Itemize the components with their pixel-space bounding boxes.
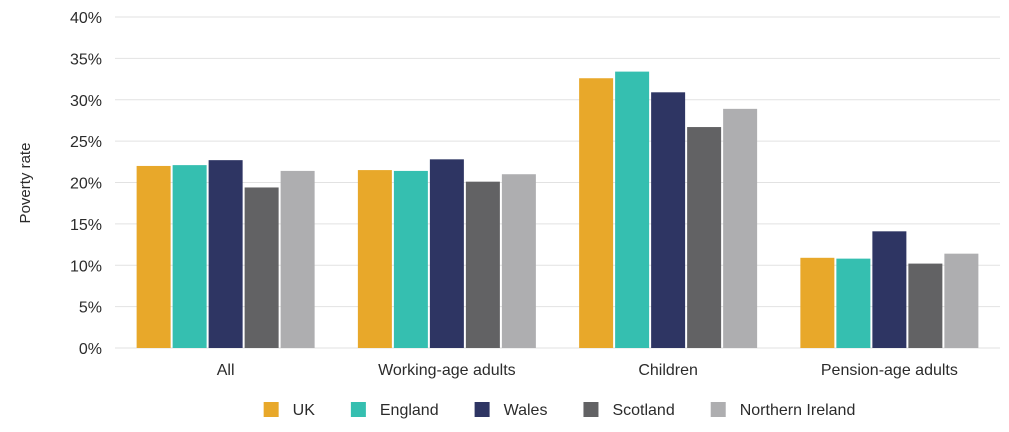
- bar: [615, 71, 650, 349]
- legend: UK England Wales Scotland Northern Ireland: [263, 402, 856, 419]
- y-tick-label: 5%: [79, 300, 102, 317]
- x-axis-categories: All Working-age adults Children Pension-age…: [217, 362, 958, 379]
- x-category-label: Pension-age adults: [821, 362, 958, 379]
- y-tick-label: 15%: [70, 217, 102, 234]
- legend-swatch: [710, 402, 726, 417]
- x-category-label: Working-age adults: [378, 362, 516, 379]
- bar: [172, 165, 207, 348]
- legend-label: UK: [293, 402, 316, 419]
- bar: [136, 165, 171, 348]
- legend-label: Wales: [504, 402, 548, 419]
- bar: [393, 170, 428, 348]
- bar: [723, 108, 758, 348]
- legend-label: England: [380, 402, 439, 419]
- y-tick-label: 20%: [70, 176, 102, 193]
- bar: [651, 92, 686, 349]
- y-tick-label: 25%: [70, 134, 102, 151]
- legend-label: Northern Ireland: [740, 402, 856, 419]
- x-category-label: All: [217, 362, 235, 379]
- legend-swatch: [263, 402, 279, 417]
- y-tick-label: 0%: [79, 341, 102, 358]
- bar: [579, 78, 614, 349]
- bar: [208, 160, 243, 348]
- bar: [465, 181, 500, 348]
- legend-swatch: [583, 402, 599, 417]
- x-category-label: Children: [638, 362, 698, 379]
- bars: [136, 71, 979, 349]
- bar: [908, 263, 943, 348]
- bar: [244, 187, 279, 348]
- bar: [357, 170, 392, 348]
- bar: [429, 159, 464, 348]
- bar: [944, 253, 979, 348]
- legend-swatch: [474, 402, 490, 417]
- y-axis-title: Poverty rate: [17, 143, 34, 224]
- bar: [280, 170, 315, 348]
- y-axis-ticks: 0% 5% 10% 15% 20% 25% 30% 35% 40%: [70, 10, 102, 358]
- y-tick-label: 40%: [70, 10, 102, 27]
- y-tick-label: 10%: [70, 258, 102, 275]
- bar: [800, 257, 835, 348]
- legend-label: Scotland: [612, 402, 674, 419]
- legend-swatch: [350, 402, 366, 417]
- y-tick-label: 30%: [70, 93, 102, 110]
- bar: [836, 258, 871, 348]
- bar: [501, 174, 536, 348]
- bar: [687, 127, 722, 349]
- bar: [872, 231, 907, 348]
- y-tick-label: 35%: [70, 51, 102, 68]
